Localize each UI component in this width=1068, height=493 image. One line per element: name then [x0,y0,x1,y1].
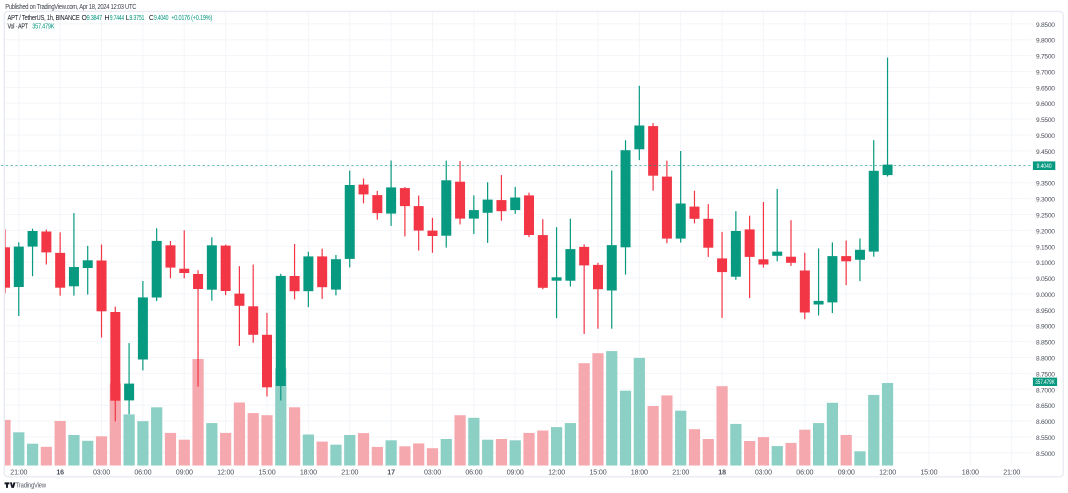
svg-text:9.3500: 9.3500 [1036,181,1055,188]
svg-text:8.5000: 8.5000 [1036,451,1055,458]
svg-text:TradingView: TradingView [16,482,46,489]
svg-text:9.1000: 9.1000 [1036,260,1055,267]
svg-text:357.479K: 357.479K [32,24,55,31]
svg-text:09:00: 09:00 [507,468,524,476]
svg-text:9.7500: 9.7500 [1036,54,1055,61]
svg-text:18:00: 18:00 [300,468,317,476]
svg-text:L: L [126,15,130,22]
svg-text:18:00: 18:00 [962,468,979,476]
svg-text:9.7000: 9.7000 [1036,69,1055,76]
svg-text:09:00: 09:00 [176,468,193,476]
svg-text:15:00: 15:00 [258,468,275,476]
svg-text:+0.0176 (+0.19%): +0.0176 (+0.19%) [171,15,212,22]
svg-text:9.1500: 9.1500 [1036,244,1055,251]
svg-text:8.8500: 8.8500 [1036,340,1055,347]
svg-text:16: 16 [56,468,64,476]
svg-text:H: H [105,15,110,22]
svg-text:9.0000: 9.0000 [1036,292,1055,299]
svg-text:8.6000: 8.6000 [1036,419,1055,426]
svg-text:21:00: 21:00 [341,468,358,476]
svg-text:8.8000: 8.8000 [1036,355,1055,362]
svg-text:9.6000: 9.6000 [1036,101,1055,108]
svg-text:8.7000: 8.7000 [1036,387,1055,394]
svg-text:9.7444: 9.7444 [110,15,125,22]
svg-text:9.5000: 9.5000 [1036,133,1055,140]
svg-text:9.5500: 9.5500 [1036,117,1055,124]
svg-text:12:00: 12:00 [548,468,565,476]
svg-text:18: 18 [718,468,726,476]
svg-text:12:00: 12:00 [217,468,234,476]
svg-text:9.3000: 9.3000 [1036,197,1055,204]
svg-text:12:00: 12:00 [879,468,896,476]
svg-text:21:00: 21:00 [672,468,689,476]
svg-text:9.4500: 9.4500 [1036,149,1055,156]
svg-text:06:00: 06:00 [796,468,813,476]
svg-text:21:00: 21:00 [1003,468,1020,476]
svg-text:9.8500: 9.8500 [1036,22,1055,29]
svg-text:8.9500: 8.9500 [1036,308,1055,315]
svg-text:15:00: 15:00 [589,468,606,476]
svg-text:21:00: 21:00 [10,468,27,476]
svg-text:03:00: 03:00 [93,468,110,476]
svg-text:9.2000: 9.2000 [1036,228,1055,235]
svg-text:9.2500: 9.2500 [1036,212,1055,219]
svg-text:Published on TradingView.com,: Published on TradingView.com, Apr 18, 20… [5,4,136,11]
svg-text:8.6500: 8.6500 [1036,403,1055,410]
svg-text:9.4040: 9.4040 [154,15,169,22]
svg-text:9.3751: 9.3751 [129,15,144,22]
svg-text:C: C [149,15,154,22]
svg-text:Vol · APT: Vol · APT [8,24,29,31]
svg-text:03:00: 03:00 [755,468,772,476]
svg-text:03:00: 03:00 [424,468,441,476]
svg-text:15:00: 15:00 [920,468,937,476]
svg-text:9.8000: 9.8000 [1036,38,1055,45]
svg-text:9.6500: 9.6500 [1036,85,1055,92]
svg-text:O: O [82,15,88,22]
svg-text:APT / TetherUS, 1h, BINANCE: APT / TetherUS, 1h, BINANCE [8,15,81,22]
svg-text:06:00: 06:00 [134,468,151,476]
svg-text:18:00: 18:00 [631,468,648,476]
svg-text:9.4040: 9.4040 [1037,163,1052,170]
svg-text:9.3847: 9.3847 [87,15,103,22]
svg-text:17: 17 [387,468,395,476]
svg-text:357.479K: 357.479K [1035,379,1055,386]
svg-text:9.0500: 9.0500 [1036,276,1055,283]
svg-text:09:00: 09:00 [838,468,855,476]
svg-text:8.5500: 8.5500 [1036,435,1055,442]
svg-text:8.9000: 8.9000 [1036,324,1055,331]
svg-text:06:00: 06:00 [465,468,482,476]
svg-text:8.7500: 8.7500 [1036,371,1055,378]
